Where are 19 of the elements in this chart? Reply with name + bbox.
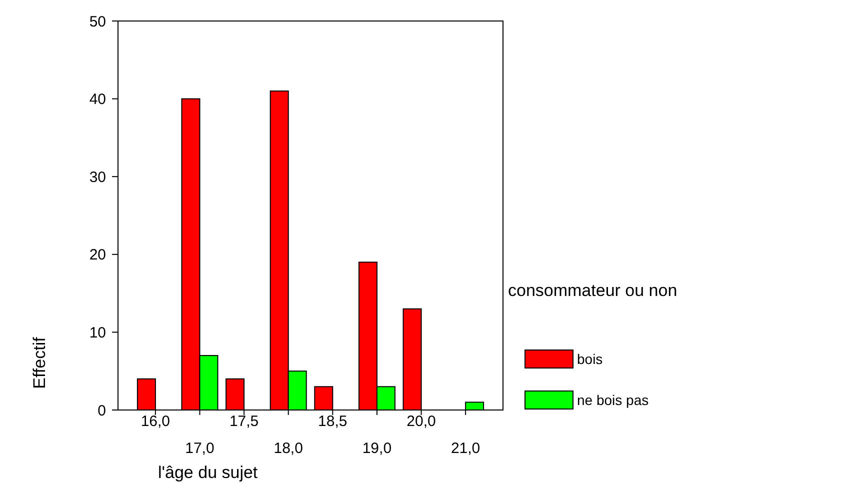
y-tick-label: 40 [89,91,106,108]
y-tick-label: 50 [89,13,106,30]
y-tick-label: 10 [89,324,106,342]
y-tick-label: 0 [98,402,106,420]
x-tick-label: 17,5 [229,413,259,430]
x-tick-label: 18,0 [274,440,303,457]
y-axis-title: Effectif [30,336,49,389]
x-tick-label: 16,0 [140,413,170,430]
x-tick-label: 17,0 [185,440,214,457]
legend-label: bois [577,350,603,367]
x-tick-label: 21,0 [450,440,480,457]
y-tick-label: 20 [89,246,106,264]
y-tick-label: 30 [89,168,106,186]
x-tick-label: 18,5 [318,413,348,430]
x-tick-label: 19,0 [362,440,392,457]
legend-label: ne bois pas [577,392,649,408]
legend-title: consommateur ou non [508,281,678,300]
x-axis-title: l'âge du sujet [158,463,258,482]
x-tick-label: 20,0 [406,413,436,430]
